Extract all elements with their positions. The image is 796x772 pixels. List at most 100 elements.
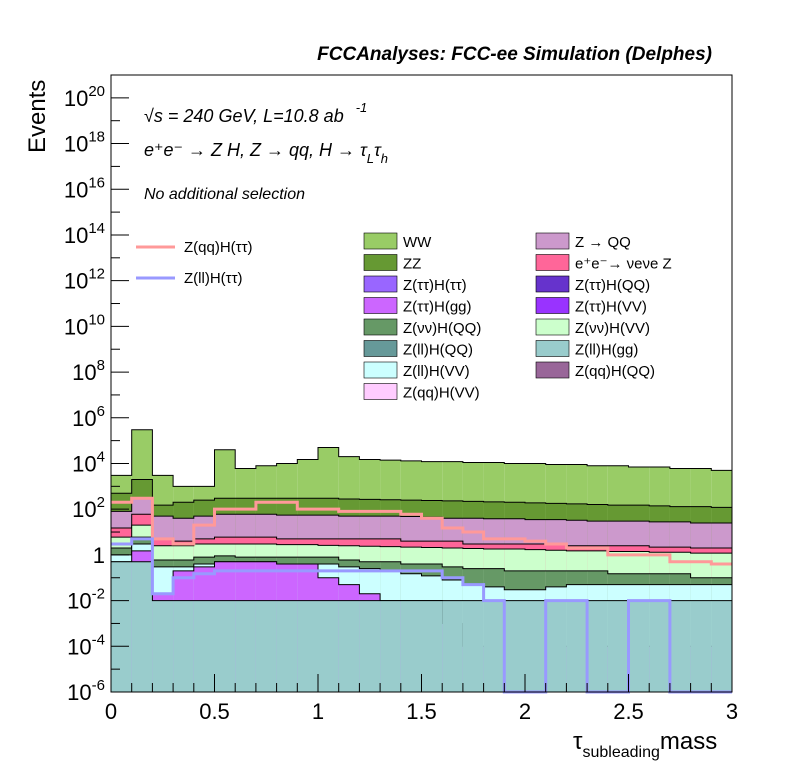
legend-swatch xyxy=(535,361,570,379)
band-edge xyxy=(111,536,732,579)
band-bar xyxy=(173,600,194,692)
legend-label: Z → QQ xyxy=(575,234,631,251)
band-bar xyxy=(235,600,256,692)
legend-swatch xyxy=(363,361,398,379)
legend-label: Z(ττ)H(gg) xyxy=(403,299,472,316)
x-tick-label: 1 xyxy=(312,699,324,724)
legend-label: Z(ll)H(VV) xyxy=(403,363,470,380)
y-axis-label: Events xyxy=(24,80,51,153)
axis-ticks: 0 0.5 1 1.5 2 2.5 3 10-6 10-4 10-2 1 102 104 106 108 10… xyxy=(64,74,738,724)
legend-label: Z(ττ)H(VV) xyxy=(575,299,647,316)
band-bar xyxy=(587,600,608,692)
y-tick-label: 1010 xyxy=(64,311,105,339)
band-bar xyxy=(318,600,339,692)
band-edge xyxy=(111,543,732,591)
band-bar xyxy=(628,600,650,692)
legend-label: e⁺e⁻→ νeνe Z xyxy=(575,256,672,273)
process-annotation: e⁺e⁻ → Z H, Z → qq, H → τLτh xyxy=(144,140,388,166)
band-bar xyxy=(193,600,215,692)
legend-label: Z(qq)H(QQ) xyxy=(575,363,655,380)
band-8 xyxy=(111,561,732,692)
y-tick-label: 10-4 xyxy=(67,631,105,659)
y-tick-label: 108 xyxy=(72,357,105,385)
legend-swatch xyxy=(535,340,570,357)
y-tick-label: 10-2 xyxy=(67,586,105,614)
x-tick-label: 0 xyxy=(105,699,117,724)
selection-annotation: No additional selection xyxy=(144,186,305,203)
band-bar xyxy=(566,600,588,692)
band-bar xyxy=(504,600,525,692)
x-tick-label: 2 xyxy=(519,699,531,724)
x-tick-label: 3 xyxy=(726,699,738,724)
band-bar xyxy=(276,600,298,692)
legend-label: ZZ xyxy=(403,256,421,273)
band-bar xyxy=(669,600,691,692)
y-tick-label: 102 xyxy=(72,494,105,522)
x-tick-label: 2.5 xyxy=(613,699,644,724)
legend-swatch xyxy=(535,275,570,293)
x-tick-label: 0.5 xyxy=(199,699,230,724)
band-bar xyxy=(607,600,629,692)
band-bar xyxy=(255,600,277,692)
legend-label: Z(qq)H(VV) xyxy=(403,385,480,402)
legend-swatch xyxy=(535,254,570,271)
band-bar xyxy=(462,600,484,692)
y-tick-label: 1 xyxy=(93,543,105,568)
legend-label: Z(νν)H(QQ) xyxy=(403,320,481,337)
legend-swatch xyxy=(363,254,398,271)
svg-text:√s = 240 GeV, L=10.8 ab-1: √s = 240 GeV, L=10.8 ab -1 xyxy=(144,100,367,126)
line-series-0 xyxy=(111,496,732,566)
histogram-bands xyxy=(111,429,732,692)
legend-swatch xyxy=(363,275,398,293)
svg-text:e⁺e⁻ → Z H, Z → qq, H → τLτh: e⁺e⁻ → Z H, Z → qq, H → τLτh xyxy=(144,140,388,166)
band-bar xyxy=(400,600,422,692)
band-edge xyxy=(111,513,732,549)
band-edge xyxy=(111,561,732,602)
legend-line-label: Z(qq)H(ττ) xyxy=(184,239,253,256)
legend-label: Z(ll)H(QQ) xyxy=(403,342,473,359)
band-bar xyxy=(380,600,401,692)
band-bar xyxy=(421,600,443,692)
y-tick-label: 1014 xyxy=(64,220,105,248)
legend: Z(qq)H(ττ) Z(ll)H(ττ) WW ZZ Z(ττ)H(ττ) Z(ττ)H… xyxy=(136,232,672,402)
legend-swatch xyxy=(535,232,570,250)
energy-annotation: √s = 240 GeV, L=10.8 ab -1 xyxy=(144,100,367,126)
band-bar xyxy=(111,561,132,692)
legend-swatch xyxy=(535,318,570,336)
legend-swatch xyxy=(363,318,398,336)
y-tick-label: 104 xyxy=(72,448,105,476)
band-bar xyxy=(483,600,505,692)
legend-label: Z(ll)H(gg) xyxy=(575,342,638,359)
y-tick-label: 1016 xyxy=(64,174,105,202)
legend-swatch xyxy=(363,340,398,357)
chart-title: FCCAnalyses: FCC-ee Simulation (Delphes) xyxy=(317,44,712,65)
y-tick-label: 106 xyxy=(72,403,105,431)
band-edge xyxy=(111,478,732,508)
band-bar xyxy=(131,561,153,692)
band-edge xyxy=(111,429,732,487)
band-bar xyxy=(297,600,318,692)
legend-label: Z(νν)H(VV) xyxy=(575,320,650,337)
legend-line-label: Z(ll)H(ττ) xyxy=(184,270,243,287)
band-bar xyxy=(649,600,670,692)
band-bar xyxy=(152,600,174,692)
band-bar xyxy=(525,600,546,692)
legend-label: Z(ττ)H(ττ) xyxy=(403,277,467,294)
band-bar xyxy=(690,600,712,692)
x-axis-label: τsubleadingmass xyxy=(573,728,717,761)
x-tick-label: 1.5 xyxy=(406,699,437,724)
svg-text:τsubleadingmass: τsubleadingmass xyxy=(573,728,717,761)
y-tick-label: 1012 xyxy=(64,266,105,294)
legend-swatch xyxy=(535,297,570,314)
band-bar xyxy=(545,600,567,692)
band-bar xyxy=(711,600,732,692)
legend-swatch xyxy=(363,232,398,250)
y-tick-label: 1018 xyxy=(64,129,105,157)
band-bar xyxy=(442,600,463,692)
legend-label: Z(ττ)H(QQ) xyxy=(575,277,650,294)
legend-swatch xyxy=(363,297,398,314)
band-bar xyxy=(359,600,381,692)
band-bar xyxy=(338,600,360,692)
legend-label: WW xyxy=(403,234,432,251)
